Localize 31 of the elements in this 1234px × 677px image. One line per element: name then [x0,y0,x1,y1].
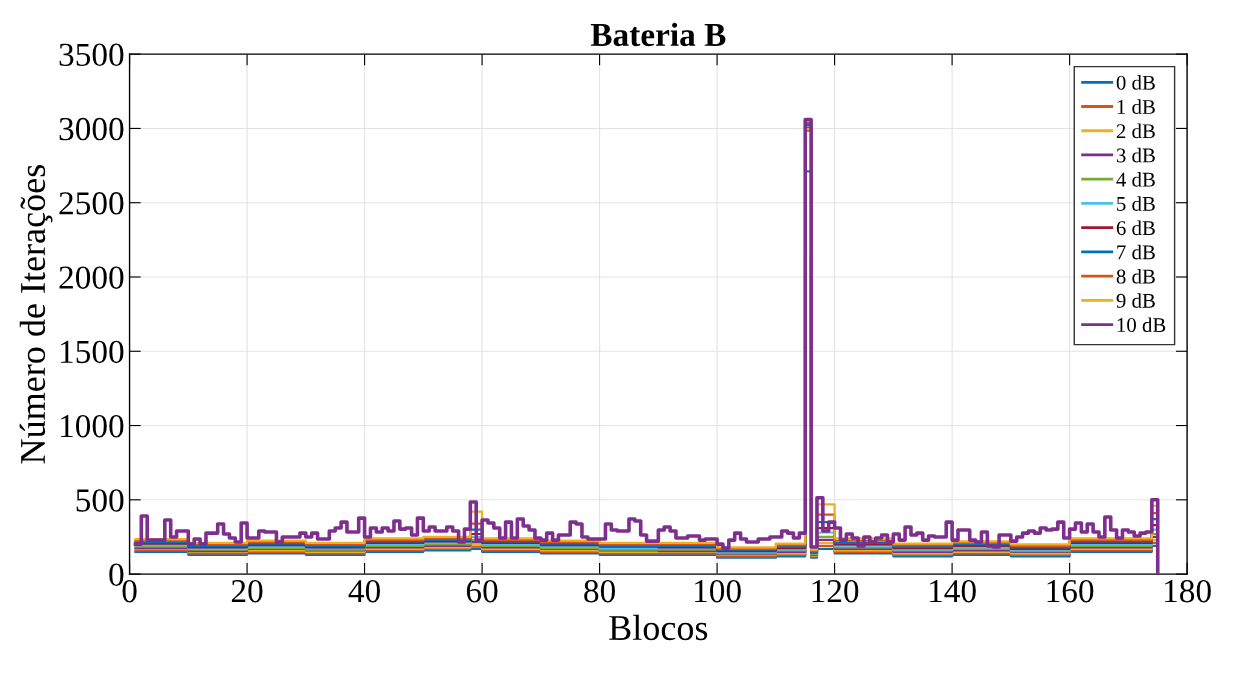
x-axis-title: Blocos [609,614,708,641]
x-tick-label: 160 [1047,579,1094,603]
legend-label: 3 dB [1116,147,1155,163]
legend-label: 4 dB [1116,172,1155,187]
y-tick-label: 2000 [59,266,124,289]
x-tick-label: 140 [930,579,976,603]
x-tick-label: 120 [812,579,859,603]
legend-label: 0 dB [1116,75,1155,90]
x-tick-label: 20 [231,579,263,603]
legend-label: 10 dB [1117,317,1166,333]
x-tick-label: 180 [1165,579,1211,603]
y-tick-label: 2500 [59,192,124,215]
legend-label: 2 dB [1116,123,1155,139]
y-tick-label: 3500 [59,43,124,67]
x-tick-label: 80 [584,579,615,603]
y-axis-title: Número de Iterações [19,165,53,464]
y-tick-label: 1500 [60,340,124,364]
y-tick-label: 500 [76,489,124,512]
x-tick-label: 100 [695,579,741,603]
legend-label: 6 dB [1116,220,1155,236]
legend-label: 5 dB [1117,196,1155,211]
chart-title: Bateria B [590,22,726,47]
y-tick-label: 0 [109,563,124,586]
legend-label: 8 dB [1116,268,1155,284]
x-tick-label: 60 [466,579,498,603]
y-tick-label: 3000 [59,117,124,141]
x-tick-label: 40 [348,579,380,603]
legend-label: 1 dB [1117,99,1155,115]
legend-label: 9 dB [1116,293,1155,308]
y-tick-label: 1000 [60,414,124,438]
legend-label: 7 dB [1117,244,1155,260]
